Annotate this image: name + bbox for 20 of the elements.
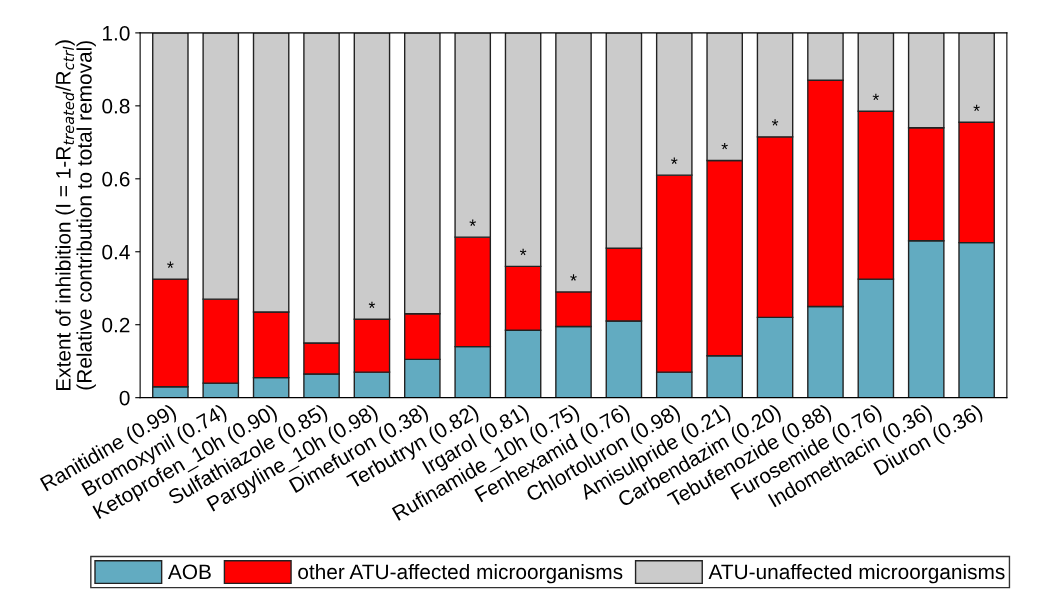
annotation: * [771, 119, 779, 126]
y-tick-label: 0.8 [102, 98, 130, 114]
annotation: * [469, 219, 476, 226]
legend-label: ATU-unaffected microorganisms [708, 563, 1005, 584]
y-tick-label: 0.2 [102, 317, 130, 333]
y-tick-label: 0 [119, 390, 130, 406]
legend-label: other ATU-affected microorganisms [298, 563, 623, 584]
y-axis-title: Extent of inhibition (I = 1-R$_{treated}$/R$_{ctrl}$) (Relative contribution to total removal) [55, 40, 96, 391]
annotation: * [519, 248, 527, 256]
legend-label: AOB [167, 564, 211, 580]
y-tick-label: 0.6 [102, 171, 130, 187]
annotation: * [973, 104, 980, 112]
annotation: * [570, 274, 577, 281]
annotation: * [167, 261, 174, 268]
y-tick-label: 1.0 [103, 25, 130, 41]
annotation: * [721, 143, 728, 150]
annotation: * [872, 93, 880, 101]
annotation: * [368, 301, 376, 309]
annotation: * [671, 157, 678, 164]
y-tick-label: 0.4 [102, 244, 130, 260]
